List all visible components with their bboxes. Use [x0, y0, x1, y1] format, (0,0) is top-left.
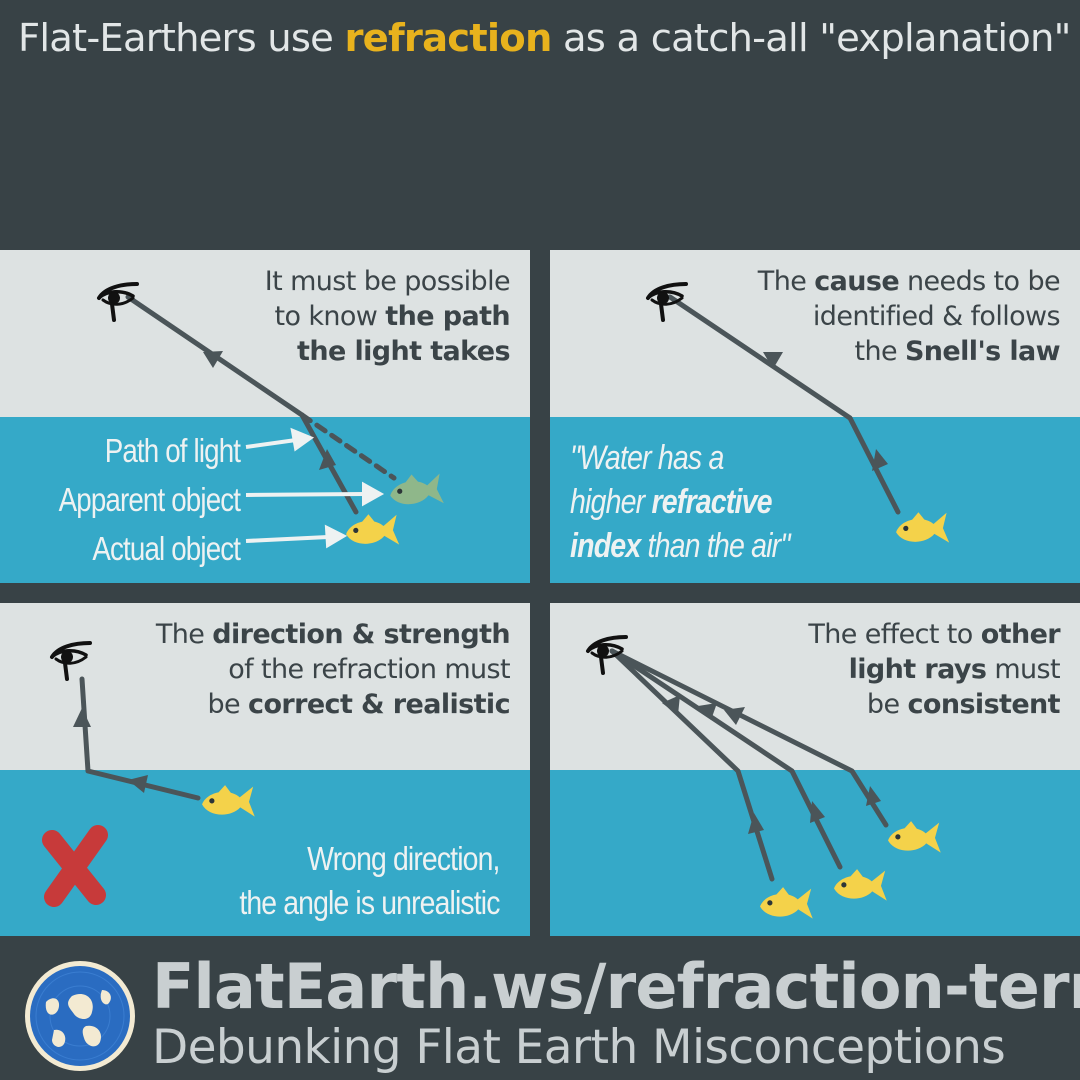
- panel-cause-snells-law: The cause needs to be identified & follow…: [550, 250, 1080, 583]
- label-arrowhead: [324, 524, 348, 549]
- label-arrow: [245, 438, 297, 449]
- quote-line: index than the air": [570, 524, 790, 568]
- caption-bold: the light takes: [297, 336, 511, 367]
- label-arrowhead: [362, 481, 385, 507]
- sky-background: [550, 250, 1080, 417]
- light-ray: [79, 676, 201, 801]
- caption-bold: cause: [814, 266, 900, 297]
- panel-caption: The direction & strength of the refractio…: [155, 617, 511, 722]
- caption-text: be: [207, 689, 249, 720]
- water-background: [550, 770, 1080, 936]
- panel-light-path: It must be possible to know the path the l…: [0, 250, 530, 583]
- intro-text-part: as a catch-all "explanation" when they s…: [563, 16, 1080, 61]
- caption-text: The: [757, 266, 815, 297]
- quote-bold: refractive: [651, 483, 772, 521]
- apparent-ray-dashed: [299, 412, 397, 481]
- arrowhead: [128, 775, 148, 793]
- eye-icon: [50, 641, 92, 681]
- footer-tagline: Debunking Flat Earth Misconceptions: [152, 1020, 1006, 1075]
- snells-law-diagram: [646, 282, 950, 548]
- arrowhead: [724, 707, 745, 725]
- apparent-fish-icon: [387, 470, 444, 511]
- caption-bold: consistent: [907, 689, 1060, 720]
- arrowhead: [872, 449, 888, 471]
- arrowhead: [866, 786, 881, 806]
- caption-bold: direction & strength: [212, 619, 510, 650]
- panel-caption: The effect to other light rays must be con…: [808, 617, 1060, 722]
- arrowhead: [698, 703, 717, 720]
- quote-line: higher refractive: [570, 480, 790, 524]
- sky-background: [550, 603, 1080, 770]
- caption-text: The effect to: [808, 619, 981, 650]
- quote-text: "Water has a higher refractive index tha…: [570, 436, 790, 568]
- label-arrowhead: [290, 427, 315, 452]
- quote-line: "Water has a: [570, 439, 724, 477]
- caption-bold: Snell's law: [904, 336, 1061, 367]
- arrowhead: [203, 351, 223, 368]
- label-actual-object: Actual object: [92, 530, 241, 567]
- arrowhead: [763, 352, 783, 369]
- panel-direction-strength: The direction & strength of the refractio…: [0, 603, 530, 936]
- actual-fish-icon: [344, 511, 400, 550]
- highlight-refraction: refraction: [344, 16, 552, 61]
- label-path-of-light: Path of light: [104, 432, 241, 469]
- caption-text: It must be possible: [264, 266, 511, 297]
- caption-text: to know: [274, 301, 386, 332]
- wrong-direction-diagram: [42, 641, 255, 907]
- caption-text: needs to be: [899, 266, 1061, 297]
- footer-url[interactable]: FlatEarth.ws/refraction-term: [152, 950, 1080, 1023]
- fish-icon: [833, 867, 887, 904]
- caption-text: be: [866, 689, 908, 720]
- label-arrow: [245, 535, 329, 543]
- quote-bold: index: [570, 527, 641, 565]
- light-path-diagram: [97, 282, 444, 550]
- wrong-line: Wrong direction,: [307, 840, 501, 877]
- fish-icon: [759, 885, 813, 922]
- caption-text: The: [155, 619, 213, 650]
- wrong-line: the angle is unrealistic: [239, 884, 501, 921]
- caption-bold: other: [980, 619, 1061, 650]
- fish-icon: [894, 509, 950, 548]
- fish-icon: [201, 783, 255, 820]
- caption-text: of the refraction must: [228, 654, 510, 685]
- light-ray: [609, 648, 843, 870]
- arrowhead: [73, 708, 91, 727]
- intro-text-part: Flat-Earthers use: [18, 16, 345, 61]
- multiple-rays-diagram: [586, 635, 941, 922]
- arrowhead: [319, 449, 336, 470]
- caption-text: must: [986, 654, 1060, 685]
- panel-caption: It must be possible to know the path the l…: [264, 264, 511, 369]
- light-ray: [609, 648, 775, 882]
- caption-bold: light rays: [848, 654, 987, 685]
- quote-text-part: higher: [570, 483, 652, 521]
- globe-logo-icon: [25, 961, 135, 1071]
- fish-icon: [887, 819, 941, 856]
- water-background: [550, 417, 1080, 583]
- caption-bold: correct & realistic: [248, 689, 511, 720]
- intro-text: Flat-Earthers use refraction as a catch-…: [18, 16, 1080, 62]
- quote-text-part: than the air": [640, 527, 790, 565]
- panel-caption: The cause needs to be identified & follow…: [757, 264, 1061, 369]
- red-cross-icon: [42, 825, 108, 907]
- diagram-labels: Path of light Apparent object Actual obj…: [58, 426, 240, 573]
- arrowhead: [662, 695, 680, 715]
- wrong-direction-text: Wrong direction, the angle is unrealisti…: [239, 837, 501, 925]
- label-arrow: [245, 492, 366, 497]
- arrowhead: [810, 801, 825, 823]
- label-apparent-object: Apparent object: [58, 481, 240, 518]
- arrowhead: [748, 813, 764, 834]
- caption-text: identified & follows: [812, 301, 1061, 332]
- caption-bold: the path: [385, 301, 510, 332]
- light-ray: [609, 648, 889, 828]
- panel-other-rays: The effect to other light rays must be con…: [550, 603, 1080, 936]
- light-ray: [667, 294, 901, 515]
- caption-text: the: [854, 336, 905, 367]
